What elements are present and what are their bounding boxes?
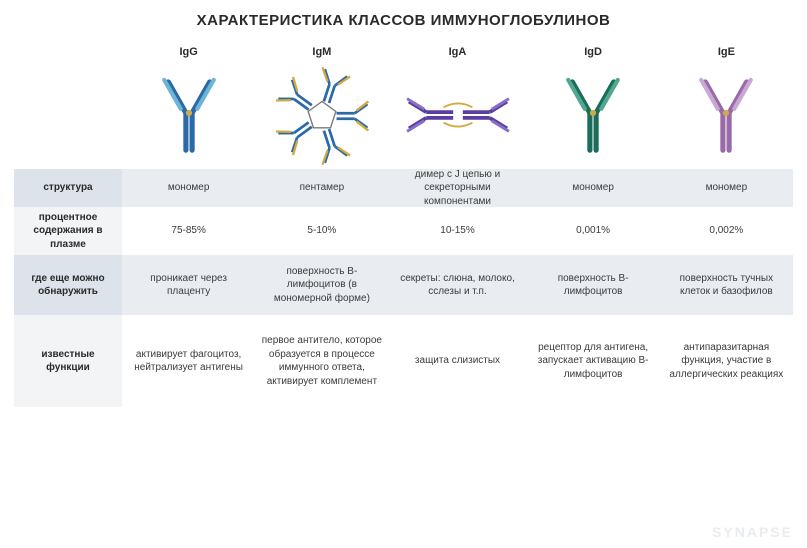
col-label: IgG [179, 45, 197, 60]
col-label: IgA [449, 45, 467, 60]
col-head-ige: IgE [660, 39, 793, 169]
cell: 0,002% [660, 207, 793, 255]
cell: 5-10% [255, 207, 388, 255]
igm-icon [261, 66, 382, 166]
col-label: IgE [718, 45, 735, 60]
cell: 10-15% [389, 207, 527, 255]
cell: мономер [660, 169, 793, 207]
cell: мономер [527, 169, 660, 207]
cell: проникает через плаценту [122, 255, 255, 315]
col-label: IgD [584, 45, 602, 60]
col-head-igg: IgG [122, 39, 255, 169]
cell: димер с J цепью и секреторными компонент… [389, 169, 527, 207]
cell: 75-85% [122, 207, 255, 255]
rowlabel-structure: структура [14, 169, 122, 207]
cell: первое антитело, которое образуется в пр… [255, 315, 388, 407]
corner-cell [14, 39, 122, 169]
cell: мономер [122, 169, 255, 207]
col-head-iga: IgA [389, 39, 527, 169]
cell: 0,001% [527, 207, 660, 255]
immunoglobulin-table: IgG IgM [14, 39, 793, 407]
cell: защита слизистых [389, 315, 527, 407]
rowlabel-functions: известные функции [14, 315, 122, 407]
cell: поверхность В-лимфоцитов [527, 255, 660, 315]
col-label: IgM [312, 45, 331, 60]
watermark: SYNAPSE [712, 524, 793, 540]
col-head-igd: IgD [527, 39, 660, 169]
rowlabel-percent: процентное содержания в плазме [14, 207, 122, 255]
rowlabel-where: где еще можно обнаружить [14, 255, 122, 315]
cell: поверхность тучных клеток и базофилов [660, 255, 793, 315]
cell: пентамер [255, 169, 388, 207]
cell: поверхность В-лимфоцитов (в мономерной ф… [255, 255, 388, 315]
cell: рецептор для антигена, запускает активац… [527, 315, 660, 407]
cell: активирует фагоцитоз, нейтрализует антиг… [122, 315, 255, 407]
iga-icon [395, 66, 521, 165]
cell: секреты: слюна, молоко, сслезы и т.п. [389, 255, 527, 315]
igd-icon [533, 66, 654, 165]
col-head-igm: IgM [255, 39, 388, 169]
page-title: ХАРАКТЕРИСТИКА КЛАССОВ ИММУНОГЛОБУЛИНОВ [14, 12, 793, 29]
igg-icon [128, 66, 249, 165]
ige-icon [666, 66, 787, 165]
cell: антипаразитарная функция, участие в алле… [660, 315, 793, 407]
